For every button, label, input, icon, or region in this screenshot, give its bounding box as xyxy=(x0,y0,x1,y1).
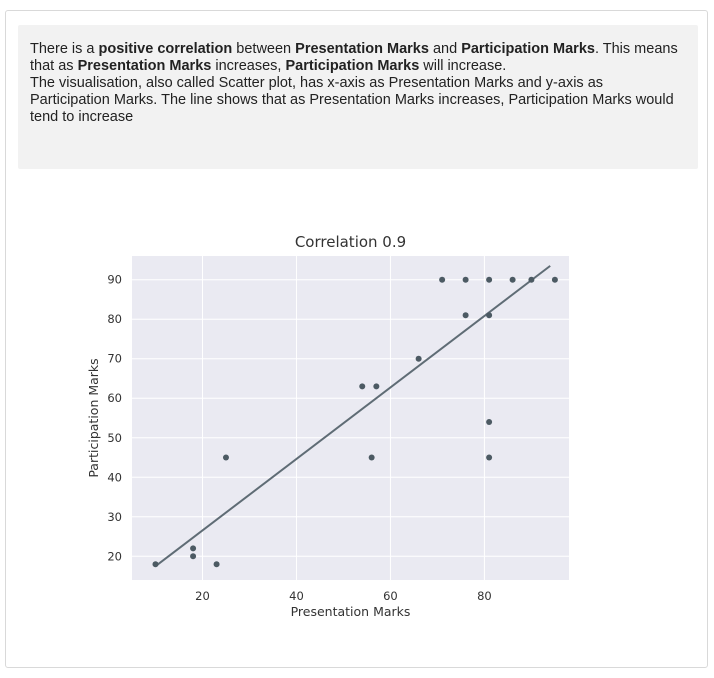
data-point xyxy=(486,418,493,425)
y-tick-label: 50 xyxy=(107,431,122,445)
regression-line xyxy=(154,265,551,567)
desc-text: There is a xyxy=(30,41,99,57)
desc-emphasis: positive correlation xyxy=(98,41,233,57)
data-point xyxy=(368,454,375,461)
y-tick-label: 30 xyxy=(107,510,122,524)
x-tick-label: 80 xyxy=(477,589,492,603)
desc-text: will increase. xyxy=(419,58,507,74)
y-axis-label: Participation Marks xyxy=(86,358,101,477)
data-point xyxy=(439,276,446,283)
desc-emphasis: Participation Marks xyxy=(285,58,420,74)
data-point xyxy=(222,454,229,461)
data-point xyxy=(528,276,535,283)
chart-title: Correlation 0.9 xyxy=(295,233,406,251)
data-point xyxy=(462,276,469,283)
description-paragraph-2: The visualisation, also called Scatter p… xyxy=(30,75,674,125)
data-point xyxy=(190,545,197,552)
description-box: There is a positive correlation between … xyxy=(18,25,698,169)
data-point xyxy=(213,561,220,568)
data-point xyxy=(486,454,493,461)
data-point xyxy=(551,276,558,283)
data-point xyxy=(152,561,159,568)
y-tick-label: 90 xyxy=(107,273,122,287)
y-tick-label: 70 xyxy=(107,352,122,366)
data-points xyxy=(152,276,558,568)
x-tick-label: 60 xyxy=(383,589,398,603)
desc-text: between xyxy=(232,41,296,57)
y-tick-label: 20 xyxy=(107,549,122,563)
data-point xyxy=(486,312,493,319)
y-tick-label: 60 xyxy=(107,391,122,405)
data-point xyxy=(190,553,197,560)
tick-labels: 20 40 60 80 20 30 40 50 60 70 80 90 xyxy=(107,273,491,603)
x-axis-label: Presentation Marks xyxy=(291,604,411,619)
desc-emphasis: Participation Marks xyxy=(461,41,595,57)
data-point xyxy=(462,312,469,319)
desc-emphasis: Presentation Marks xyxy=(77,58,212,74)
content-card: There is a positive correlation between … xyxy=(5,10,708,668)
description-paragraph-1: There is a positive correlation between … xyxy=(30,41,686,75)
desc-text: increases, xyxy=(211,58,286,74)
desc-emphasis: Presentation Marks xyxy=(295,41,429,57)
data-point xyxy=(415,355,422,362)
data-point xyxy=(486,276,493,283)
x-tick-label: 20 xyxy=(195,589,210,603)
desc-text: and xyxy=(428,41,462,57)
data-point xyxy=(373,383,380,390)
y-tick-label: 40 xyxy=(107,470,122,484)
data-point xyxy=(509,276,516,283)
y-tick-label: 80 xyxy=(107,312,122,326)
grid-lines xyxy=(132,256,569,580)
x-tick-label: 40 xyxy=(289,589,304,603)
data-point xyxy=(359,383,366,390)
desc-text: . This means that as xyxy=(30,41,678,74)
